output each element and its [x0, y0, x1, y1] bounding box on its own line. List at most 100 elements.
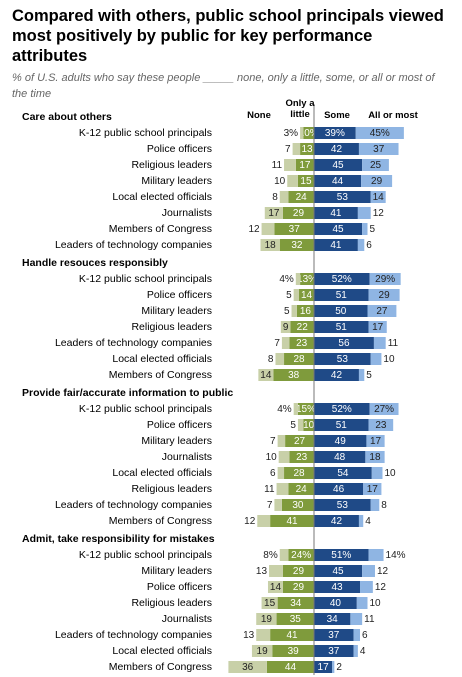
category-label: Military leaders — [141, 435, 212, 447]
value-label: 54 — [337, 468, 349, 479]
bar-segment — [369, 403, 399, 415]
bar-segment — [260, 239, 280, 251]
value-label: 29 — [293, 208, 305, 219]
value-label: 19 — [257, 646, 269, 657]
value-label: 27 — [294, 436, 306, 447]
bar-segment — [314, 549, 369, 561]
value-label: 23 — [296, 338, 308, 349]
bar-segment — [362, 159, 389, 171]
value-label: 29% — [375, 274, 395, 285]
bar-segment — [314, 223, 363, 235]
value-label: 30 — [292, 500, 304, 511]
bar-segment — [288, 483, 314, 495]
value-label: 45% — [370, 128, 390, 139]
bar-segment — [266, 661, 314, 673]
bar-segment — [297, 419, 304, 431]
bar-segment — [362, 223, 368, 235]
bar-segment — [363, 483, 382, 495]
value-label: 18 — [265, 240, 277, 251]
category-label: Religious leaders — [131, 483, 212, 495]
value-label: 51 — [336, 322, 348, 333]
value-label: 28 — [293, 468, 305, 479]
value-label: 35 — [290, 614, 302, 625]
value-label: 10 — [274, 176, 286, 187]
value-label: 39% — [325, 128, 345, 139]
bar-segment — [356, 597, 368, 609]
category-label: Local elected officials — [112, 467, 212, 479]
value-label: 11 — [272, 160, 283, 171]
category-label: Police officers — [147, 419, 212, 431]
bar-segment — [368, 289, 400, 301]
value-label: 29 — [371, 176, 383, 187]
bar-segment — [314, 273, 370, 285]
value-label: 17 — [318, 662, 330, 673]
value-label: 5 — [290, 420, 296, 431]
bar-segment — [296, 305, 314, 317]
bar-segment — [300, 127, 304, 139]
category-label: Police officers — [147, 289, 212, 301]
bar-segment — [314, 499, 371, 511]
bar-segment — [285, 435, 314, 447]
bar-segment — [300, 143, 314, 155]
bar-segment — [282, 581, 314, 593]
bar-segment — [293, 403, 298, 415]
bar-segment — [314, 419, 369, 431]
value-label: 12 — [375, 582, 387, 593]
value-label: 17 — [372, 322, 384, 333]
bar-segment — [314, 629, 354, 641]
bar-segment — [373, 337, 386, 349]
bar-segment — [314, 581, 361, 593]
category-label: Journalists — [162, 207, 212, 219]
bar-segment — [358, 143, 399, 155]
value-label: 6 — [270, 468, 276, 479]
value-label: 14 — [373, 192, 385, 203]
bar-segment — [279, 549, 289, 561]
bar-segment — [314, 239, 358, 251]
bar-segment — [251, 645, 273, 657]
value-label: 41 — [330, 208, 342, 219]
value-label: 12 — [244, 516, 256, 527]
bar-segment — [267, 581, 283, 593]
bar-segment — [367, 305, 397, 317]
bar-segment — [282, 565, 314, 577]
value-label: 4 — [360, 646, 366, 657]
value-label: 27% — [374, 404, 394, 415]
value-label: 5 — [284, 306, 290, 317]
bar-segment — [278, 451, 290, 463]
value-label: 10 — [370, 598, 382, 609]
value-label: 5 — [370, 224, 376, 235]
value-label: 15 — [300, 176, 312, 187]
value-label: 25 — [370, 160, 382, 171]
value-label: 17 — [268, 208, 280, 219]
value-label: 53 — [337, 354, 349, 365]
value-label: 37 — [328, 630, 340, 641]
bar-segment — [365, 451, 385, 463]
bar-segment — [353, 645, 358, 657]
value-label: 17 — [370, 436, 382, 447]
bar-segment — [276, 483, 289, 495]
bar-segment — [291, 305, 297, 317]
value-label: 24 — [296, 192, 308, 203]
bar-segment — [258, 369, 274, 381]
category-label: Local elected officials — [112, 191, 212, 203]
bar-segment — [371, 467, 383, 479]
value-label: 51 — [336, 290, 348, 301]
bar-segment — [257, 515, 271, 527]
value-label: 53 — [337, 192, 349, 203]
bar-segment — [366, 435, 385, 447]
bar-segment — [290, 321, 314, 333]
bar-segment — [274, 223, 314, 235]
value-label: 13 — [301, 144, 313, 155]
value-label: 7 — [270, 436, 276, 447]
bar-segment — [314, 353, 371, 365]
value-label: 45 — [333, 160, 345, 171]
value-label: 4 — [365, 516, 371, 527]
legend-label: None — [247, 110, 271, 121]
value-label: 46 — [333, 484, 345, 495]
bar-segment — [295, 159, 314, 171]
value-label: 23 — [296, 452, 308, 463]
bar-segment — [279, 239, 314, 251]
value-label: 10 — [303, 420, 315, 431]
category-label: K-12 public school principals — [79, 127, 212, 139]
